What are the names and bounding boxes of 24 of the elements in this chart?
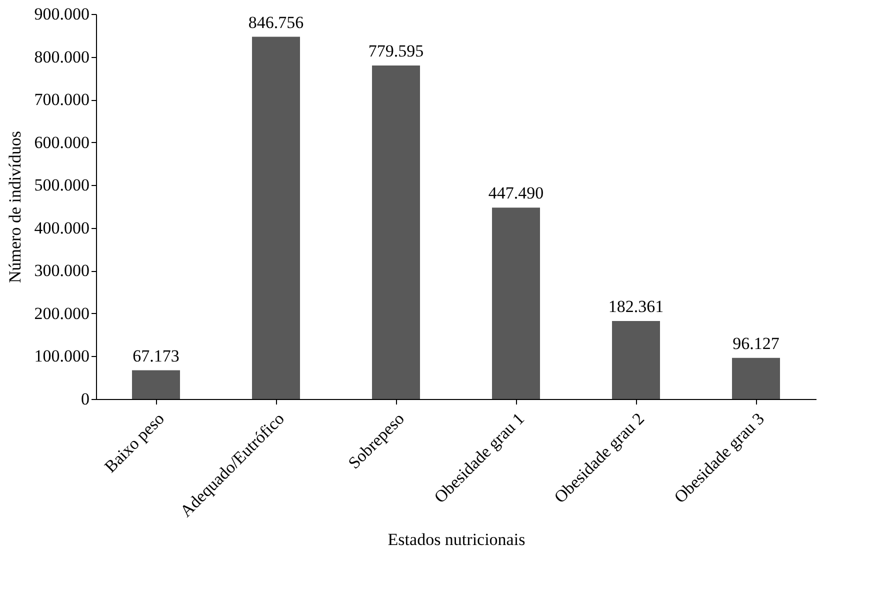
y-tick-label: 800.000 <box>34 47 90 66</box>
bar <box>492 208 540 399</box>
bar <box>732 358 780 399</box>
y-tick-label: 900.000 <box>34 4 90 24</box>
bar <box>372 66 420 399</box>
y-tick-label: 500.000 <box>34 176 90 195</box>
data-label: 846.756 <box>248 12 304 32</box>
x-axis-title: Estados nutricionais <box>388 530 526 549</box>
data-label: 182.361 <box>608 296 664 316</box>
data-label: 67.173 <box>132 346 180 366</box>
y-tick-label: 400.000 <box>34 218 90 238</box>
bar <box>252 36 300 399</box>
bar <box>612 320 660 399</box>
data-label: 447.490 <box>488 184 544 203</box>
bar <box>132 370 180 399</box>
y-tick-label: 600.000 <box>34 132 90 152</box>
y-tick-label: 0 <box>81 390 90 408</box>
y-tick-label: 300.000 <box>34 261 90 280</box>
y-tick-label: 200.000 <box>34 304 90 323</box>
y-tick-label: 700.000 <box>34 90 90 110</box>
y-axis-title: Número de indivíduos <box>5 130 24 284</box>
data-label: 96.127 <box>732 334 780 353</box>
y-tick-label: 100.000 <box>34 346 90 366</box>
data-label: 779.595 <box>368 42 424 61</box>
